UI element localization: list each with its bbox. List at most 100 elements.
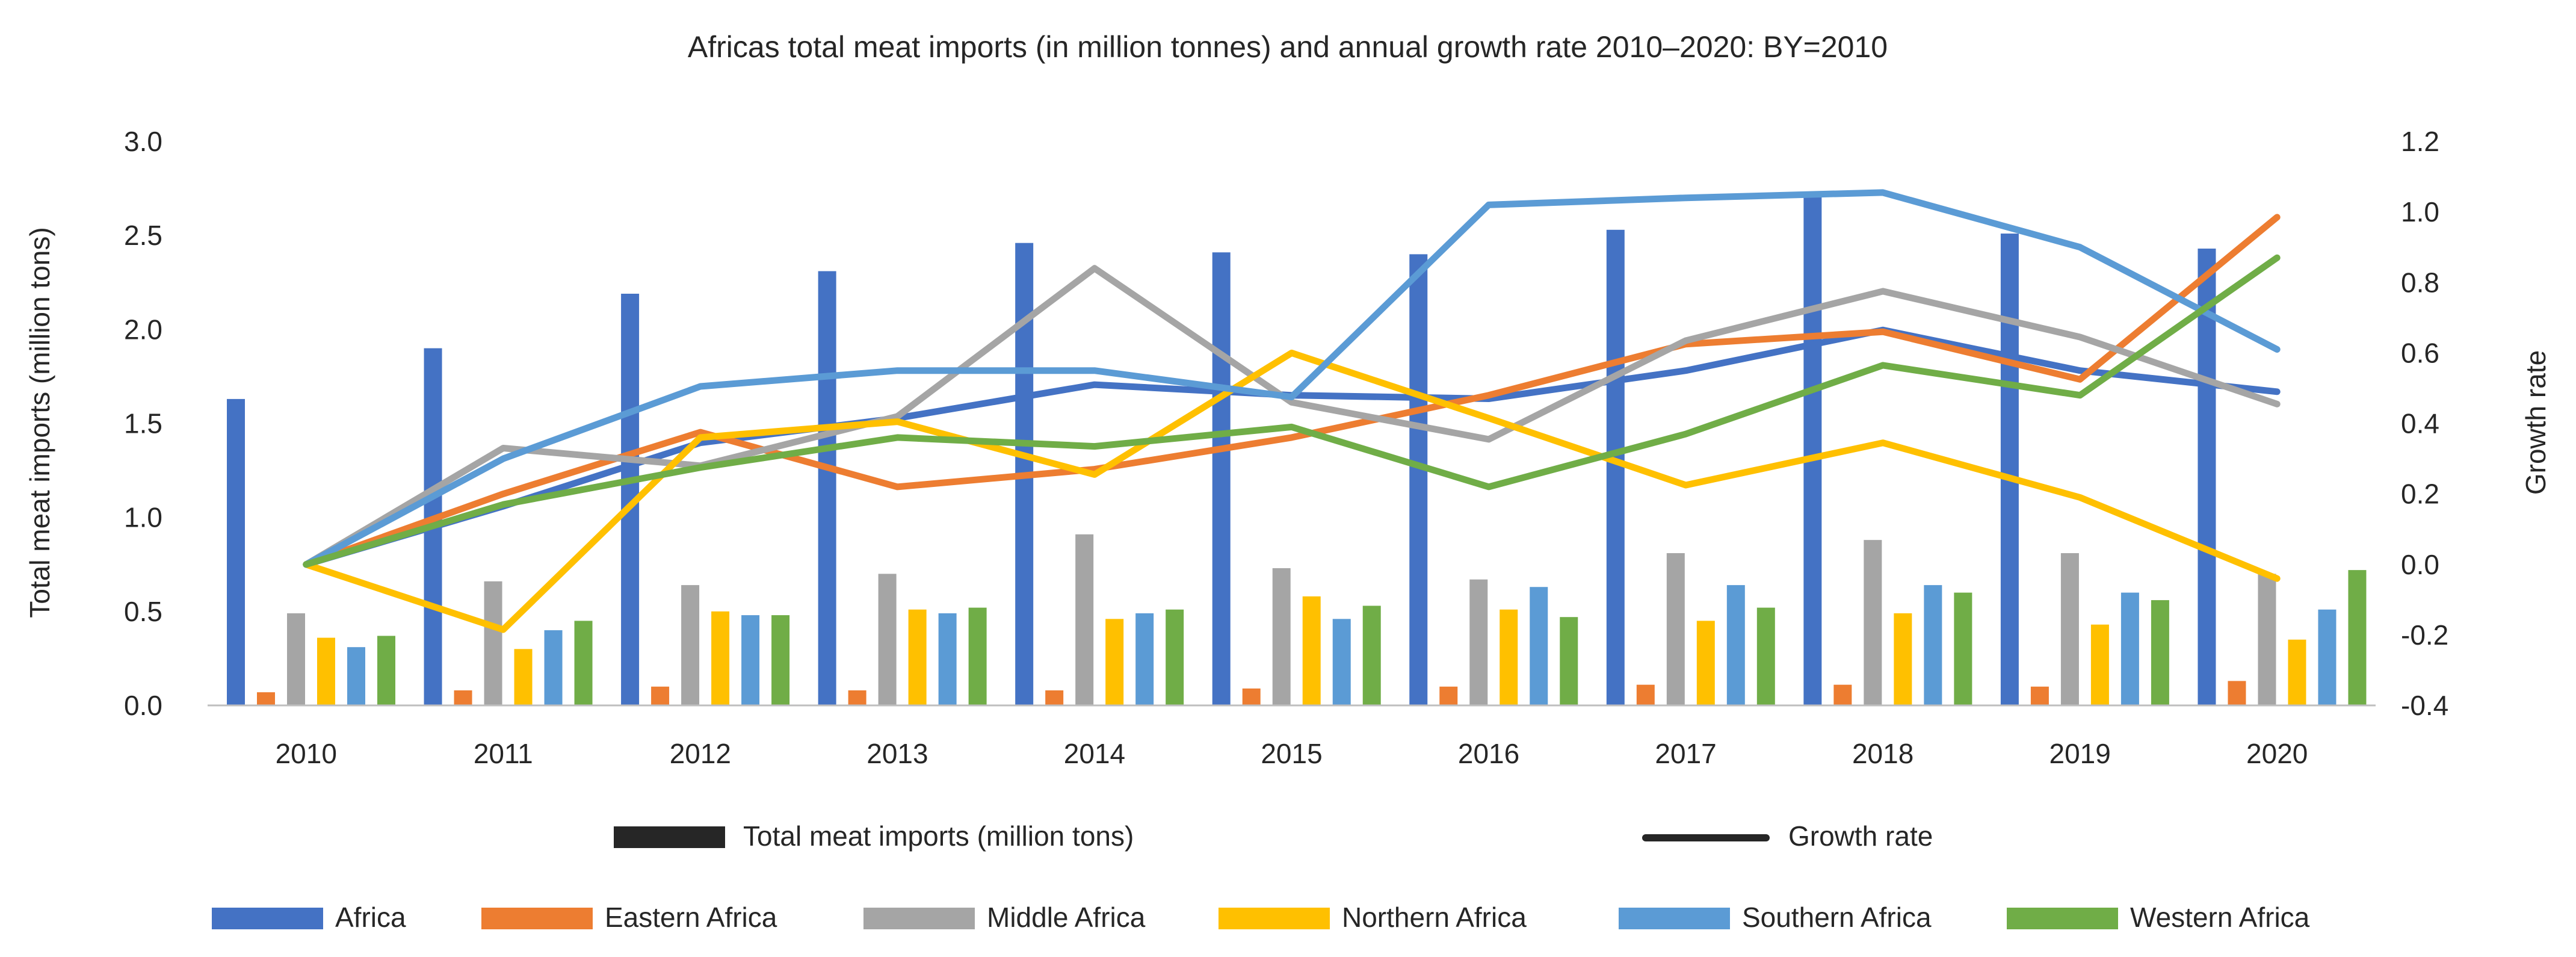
bar bbox=[1864, 540, 1882, 705]
y2-tick-label: 1.2 bbox=[2401, 126, 2439, 157]
bar bbox=[848, 690, 866, 705]
y-tick-label: 3.0 bbox=[124, 126, 162, 157]
y2-tick-label: 0.0 bbox=[2401, 549, 2439, 580]
x-tick-label: 2017 bbox=[1655, 738, 1716, 769]
legend-swatch bbox=[481, 908, 593, 929]
bar bbox=[514, 649, 533, 705]
legend-label: Africa bbox=[335, 902, 406, 933]
x-tick-label: 2020 bbox=[2246, 738, 2308, 769]
chart-title: Africas total meat imports (in million t… bbox=[688, 30, 1888, 64]
x-tick-label: 2014 bbox=[1064, 738, 1125, 769]
bar bbox=[2348, 570, 2367, 705]
bar bbox=[1212, 252, 1231, 705]
bar bbox=[484, 581, 502, 705]
series-line bbox=[303, 265, 2281, 568]
x-tick-label: 2018 bbox=[1852, 738, 1913, 769]
y2-tick-label: 0.6 bbox=[2401, 337, 2439, 368]
series-line bbox=[303, 214, 2281, 568]
bar bbox=[1166, 609, 1184, 705]
series-line bbox=[303, 254, 2281, 568]
bar bbox=[1756, 607, 1775, 705]
bar bbox=[544, 630, 563, 705]
bar bbox=[1302, 596, 1321, 705]
bar bbox=[2151, 600, 2169, 705]
bar bbox=[1135, 613, 1154, 705]
bar bbox=[711, 611, 730, 705]
legend-label: Western Africa bbox=[2130, 902, 2310, 933]
bar bbox=[771, 615, 790, 705]
y2-tick-label: 0.8 bbox=[2401, 267, 2439, 298]
bar bbox=[1439, 686, 1458, 705]
bar bbox=[938, 613, 957, 705]
bar bbox=[2258, 574, 2276, 705]
bar bbox=[454, 690, 472, 705]
legend-bar-label: Total meat imports (million tons) bbox=[743, 820, 1134, 852]
bar bbox=[1726, 585, 1745, 705]
x-tick-label: 2010 bbox=[276, 738, 337, 769]
y2-tick-label: 0.4 bbox=[2401, 408, 2439, 439]
y-tick-label: 0.5 bbox=[124, 596, 162, 627]
series-line bbox=[303, 189, 2281, 568]
bar bbox=[1045, 690, 1064, 705]
legend-type: Total meat imports (million tons) Growth… bbox=[614, 820, 1933, 852]
bar bbox=[651, 686, 670, 705]
y2-tick-label: 0.2 bbox=[2401, 478, 2439, 510]
x-tick-label: 2015 bbox=[1261, 738, 1322, 769]
bar bbox=[2318, 609, 2337, 705]
bar bbox=[227, 398, 245, 705]
bar bbox=[317, 637, 335, 705]
y2-tick-label: -0.4 bbox=[2401, 690, 2448, 721]
legend-swatch bbox=[1619, 908, 1730, 929]
y2-axis-title: Growth rate bbox=[2520, 350, 2551, 495]
bar bbox=[1696, 621, 1715, 705]
bar bbox=[1636, 684, 1655, 705]
bar bbox=[2228, 681, 2246, 705]
bar bbox=[968, 607, 987, 705]
legend-label: Northern Africa bbox=[1342, 902, 1527, 933]
bar bbox=[347, 647, 365, 705]
bar bbox=[818, 271, 836, 705]
bar bbox=[1500, 609, 1518, 705]
bar bbox=[908, 609, 927, 705]
bar bbox=[2090, 624, 2109, 705]
bar bbox=[2000, 234, 2019, 705]
y-axis-right: -0.4 -0.2 0.0 0.2 0.4 0.6 0.8 1.0 1.2 bbox=[2401, 126, 2448, 721]
legend-swatch bbox=[2007, 908, 2118, 929]
bar bbox=[1362, 605, 1381, 705]
bar bbox=[2060, 553, 2079, 705]
bar bbox=[1105, 619, 1124, 705]
bar bbox=[1469, 579, 1488, 705]
y-tick-label: 0.0 bbox=[124, 690, 162, 721]
bar bbox=[2198, 249, 2216, 705]
y-tick-label: 2.0 bbox=[124, 314, 162, 345]
bar bbox=[878, 574, 897, 705]
bar bbox=[1803, 196, 1822, 705]
series-line bbox=[303, 349, 2281, 633]
bar bbox=[681, 585, 700, 705]
x-tick-label: 2019 bbox=[2049, 738, 2111, 769]
bar bbox=[1332, 619, 1351, 705]
legend-swatch bbox=[1219, 908, 1330, 929]
x-tick-label: 2011 bbox=[474, 738, 533, 769]
x-tick-label: 2016 bbox=[1458, 738, 1519, 769]
legend-swatch bbox=[863, 908, 975, 929]
x-axis: 2010 2011 2012 2013 2014 2015 2016 2017 2018 2019… bbox=[276, 738, 2308, 769]
y-tick-label: 1.5 bbox=[124, 408, 162, 439]
legend-label: Eastern Africa bbox=[605, 902, 777, 933]
legend-bar-swatch bbox=[614, 826, 725, 848]
y2-tick-label: -0.2 bbox=[2401, 619, 2448, 651]
bar bbox=[1924, 585, 1942, 705]
bar bbox=[1560, 617, 1578, 705]
x-tick-label: 2013 bbox=[866, 738, 928, 769]
bar bbox=[1833, 684, 1852, 705]
y-axis-title: Total meat imports (million tons) bbox=[24, 227, 55, 618]
line-series-group bbox=[303, 189, 2281, 633]
legend-label: Southern Africa bbox=[1742, 902, 1932, 933]
bar bbox=[1242, 688, 1261, 705]
bar bbox=[1954, 592, 1972, 705]
bar bbox=[1272, 568, 1291, 705]
bar bbox=[287, 613, 305, 705]
y-tick-label: 2.5 bbox=[124, 220, 162, 251]
bar bbox=[2030, 686, 2049, 705]
